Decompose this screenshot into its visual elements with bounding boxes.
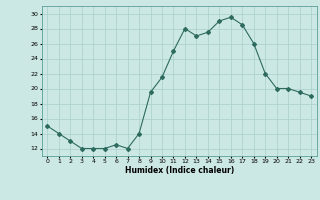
X-axis label: Humidex (Indice chaleur): Humidex (Indice chaleur) <box>124 166 234 175</box>
